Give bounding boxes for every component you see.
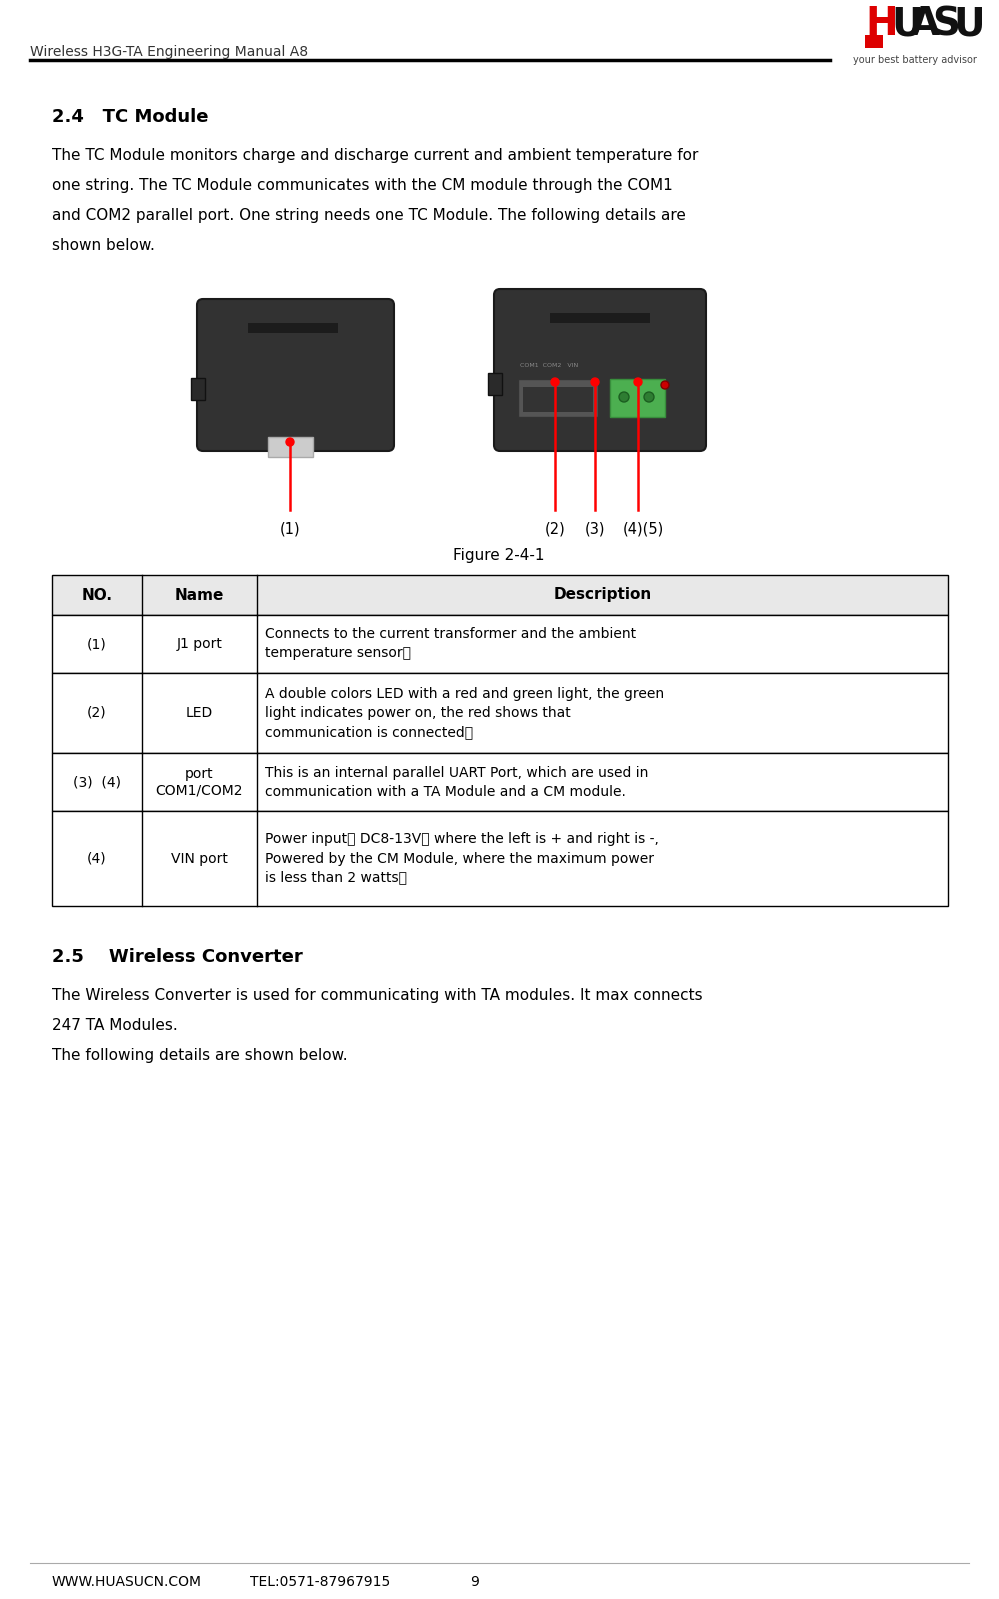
Bar bbox=[865, 35, 883, 48]
Bar bbox=[52, 616, 948, 673]
Text: light indicates power on, the red shows that: light indicates power on, the red shows … bbox=[265, 707, 570, 720]
Text: Name: Name bbox=[175, 587, 224, 603]
Text: your best battery advisor: your best battery advisor bbox=[853, 54, 977, 66]
Bar bbox=[268, 437, 313, 457]
Text: A: A bbox=[910, 5, 940, 43]
Text: (3): (3) bbox=[584, 521, 605, 537]
Text: S: S bbox=[932, 5, 960, 43]
Text: 2.5    Wireless Converter: 2.5 Wireless Converter bbox=[52, 948, 303, 966]
Text: COM1  COM2   VIN: COM1 COM2 VIN bbox=[520, 363, 578, 368]
Bar bbox=[488, 373, 502, 395]
Bar bbox=[518, 379, 598, 417]
FancyBboxPatch shape bbox=[197, 299, 394, 451]
Text: 247 TA Modules.: 247 TA Modules. bbox=[52, 1019, 178, 1033]
Circle shape bbox=[634, 377, 642, 385]
Text: and COM2 parallel port. One string needs one TC Module. The following details ar: and COM2 parallel port. One string needs… bbox=[52, 208, 686, 222]
FancyBboxPatch shape bbox=[494, 289, 706, 451]
Text: communication is connected。: communication is connected。 bbox=[265, 724, 474, 739]
Circle shape bbox=[286, 438, 294, 446]
Text: A double colors LED with a red and green light, the green: A double colors LED with a red and green… bbox=[265, 688, 664, 700]
Circle shape bbox=[644, 392, 654, 401]
Bar bbox=[52, 811, 948, 907]
Text: Powered by the CM Module, where the maximum power: Powered by the CM Module, where the maxi… bbox=[265, 852, 654, 865]
Text: LED: LED bbox=[186, 707, 213, 720]
Bar bbox=[610, 379, 665, 417]
Text: (2): (2) bbox=[544, 521, 565, 537]
Bar bbox=[52, 576, 948, 616]
Bar bbox=[191, 377, 205, 400]
Text: one string. The TC Module communicates with the CM module through the COM1: one string. The TC Module communicates w… bbox=[52, 177, 672, 193]
Text: NO.: NO. bbox=[82, 587, 113, 603]
Bar bbox=[52, 673, 948, 753]
Text: H: H bbox=[865, 5, 898, 43]
Bar bbox=[523, 387, 593, 413]
Text: (2): (2) bbox=[87, 707, 107, 720]
Text: Wireless H3G-TA Engineering Manual A8: Wireless H3G-TA Engineering Manual A8 bbox=[30, 45, 308, 59]
Text: communication with a TA Module and a CM module.: communication with a TA Module and a CM … bbox=[265, 785, 626, 798]
Text: This is an internal parallel UART Port, which are used in: This is an internal parallel UART Port, … bbox=[265, 766, 648, 779]
Text: The following details are shown below.: The following details are shown below. bbox=[52, 1047, 348, 1063]
Text: The Wireless Converter is used for communicating with TA modules. It max connect: The Wireless Converter is used for commu… bbox=[52, 988, 702, 1003]
Bar bbox=[52, 753, 948, 811]
Text: Description: Description bbox=[553, 587, 651, 603]
Text: (1): (1) bbox=[280, 521, 301, 537]
Text: WWW.HUASUCN.COM: WWW.HUASUCN.COM bbox=[52, 1575, 202, 1589]
Bar bbox=[248, 323, 338, 333]
Text: port: port bbox=[185, 768, 214, 780]
Text: J1 port: J1 port bbox=[177, 636, 223, 651]
Text: (4): (4) bbox=[87, 852, 107, 865]
Text: shown below.: shown below. bbox=[52, 238, 155, 253]
Text: temperature sensor。: temperature sensor。 bbox=[265, 646, 411, 660]
Text: COM1/COM2: COM1/COM2 bbox=[156, 784, 243, 796]
Circle shape bbox=[619, 392, 629, 401]
Text: U: U bbox=[891, 5, 923, 43]
Text: Connects to the current transformer and the ambient: Connects to the current transformer and … bbox=[265, 627, 636, 641]
Text: (4)(5): (4)(5) bbox=[622, 521, 663, 537]
Text: (3)  (4): (3) (4) bbox=[73, 776, 121, 788]
Circle shape bbox=[661, 381, 669, 389]
Text: Power input， DC8-13V， where the left is + and right is -,: Power input， DC8-13V， where the left is … bbox=[265, 833, 659, 846]
Circle shape bbox=[591, 377, 599, 385]
Bar bbox=[550, 313, 650, 323]
Text: U: U bbox=[953, 5, 985, 43]
Text: 9: 9 bbox=[470, 1575, 479, 1589]
Text: Figure 2-4-1: Figure 2-4-1 bbox=[454, 548, 544, 563]
Circle shape bbox=[551, 377, 559, 385]
Text: The TC Module monitors charge and discharge current and ambient temperature for: The TC Module monitors charge and discha… bbox=[52, 149, 698, 163]
Text: 2.4   TC Module: 2.4 TC Module bbox=[52, 109, 209, 126]
Text: VIN port: VIN port bbox=[171, 852, 228, 865]
Text: TEL:0571-87967915: TEL:0571-87967915 bbox=[250, 1575, 391, 1589]
Text: (1): (1) bbox=[87, 636, 107, 651]
Text: is less than 2 watts。: is less than 2 watts。 bbox=[265, 870, 407, 884]
